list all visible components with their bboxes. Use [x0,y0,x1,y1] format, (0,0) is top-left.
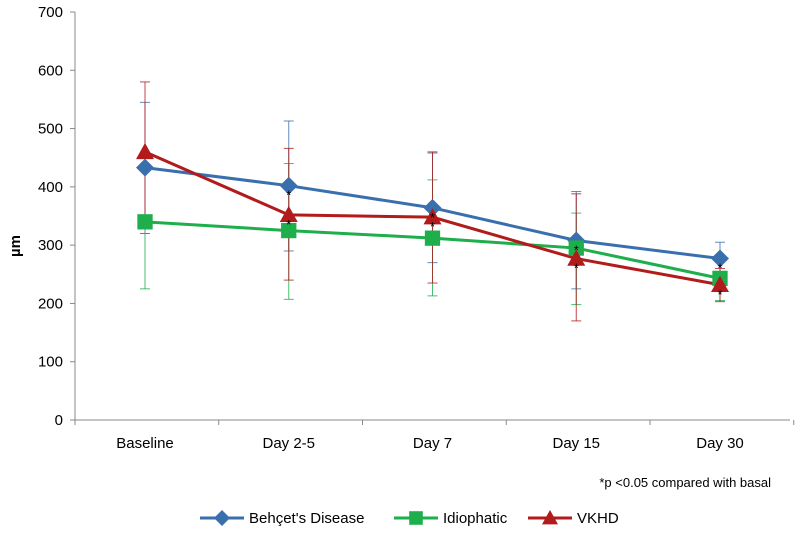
triangle-marker [542,510,558,525]
triangle-marker [567,249,586,266]
footnote: *p <0.05 compared with basal [599,475,771,490]
significance-star: * [286,217,291,232]
x-tick-label: Day 2-5 [262,435,315,452]
triangle-marker [279,205,298,223]
y-tick-label: 0 [55,412,63,429]
significance-star: * [430,219,435,234]
y-tick-label: 100 [38,354,63,371]
square-marker [137,214,153,230]
legend-label: VKHD [577,510,619,527]
diamond-marker [279,176,298,195]
diamond-marker [214,510,230,526]
square-marker [568,240,584,256]
significance-star: * [574,242,579,257]
triangle-marker [136,142,154,160]
y-tick-label: 600 [38,62,63,79]
x-tick-label: Day 30 [696,435,744,452]
y-tick-label: 400 [38,179,63,196]
square-marker [424,230,441,246]
x-tick-label: Day 15 [552,435,600,452]
diamond-marker [423,198,442,217]
y-tick-label: 200 [38,295,63,312]
legend: Behçet's Disease Idiophatic VKHD [200,510,619,527]
significance-star: * [717,287,722,302]
y-tick-label: 300 [38,237,63,254]
diamond-marker [136,158,154,177]
y-tick-label: 700 [38,4,63,21]
x-tick-label: Baseline [116,435,174,452]
legend-label: Idiophatic [443,510,508,527]
axes: 0 100 200 300 400 500 600 700 Baseline Day 2-5 Day… [38,4,795,452]
significance-stars: ***** *** [286,188,722,302]
significance-star: * [430,210,435,225]
significance-star: * [286,188,291,203]
y-tick-label: 500 [38,121,63,138]
x-tick-label: Day 7 [413,435,452,452]
diamond-marker [711,249,729,268]
square-marker [281,222,297,239]
significance-star: * [717,261,722,276]
y-axis-label: µm [7,235,24,257]
square-marker [409,511,423,525]
series-markers [136,142,729,292]
significance-star: * [574,261,579,276]
triangle-marker [711,275,729,292]
legend-label: Behçet's Disease [249,510,364,527]
triangle-marker [423,208,442,225]
